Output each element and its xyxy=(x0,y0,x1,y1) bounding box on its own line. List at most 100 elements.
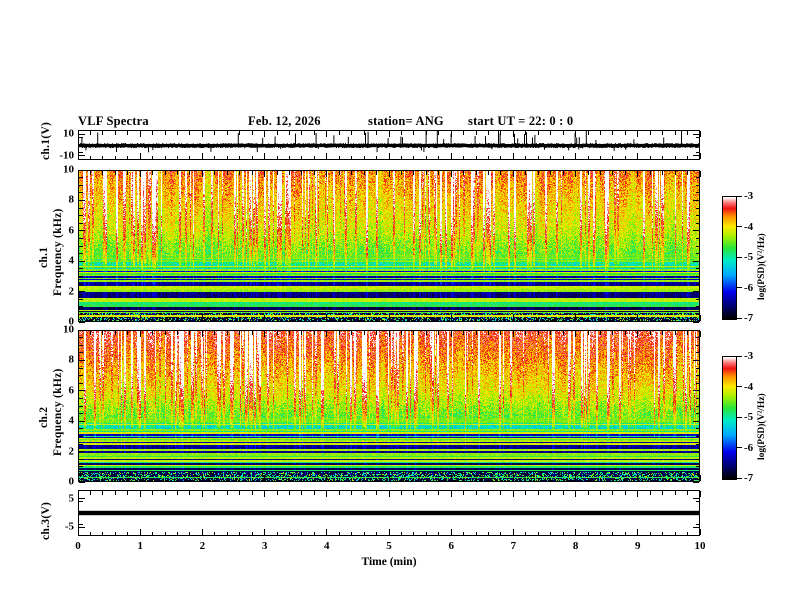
title-main: VLF Spectra xyxy=(78,114,149,128)
x-tick-top xyxy=(388,331,390,337)
y-minor-tick xyxy=(695,337,699,339)
x-tick-top xyxy=(177,171,179,175)
x-tick-top xyxy=(363,491,365,495)
y-minor-tick xyxy=(79,177,83,179)
x-tick-top xyxy=(264,491,266,497)
x-tick-bottom xyxy=(550,531,552,535)
x-tick-top xyxy=(301,131,303,135)
colorbar-tick xyxy=(737,287,742,289)
y-tick xyxy=(79,169,85,171)
x-tick-top xyxy=(226,491,228,495)
y-minor-tick xyxy=(79,344,83,346)
x-tick-bottom xyxy=(388,315,390,321)
x-tick-bottom xyxy=(301,531,303,535)
x-tick-bottom xyxy=(201,153,203,159)
y-minor-tick xyxy=(79,215,83,217)
y-tick xyxy=(693,291,699,293)
y-minor-tick xyxy=(695,352,699,354)
y-minor-tick xyxy=(79,184,83,186)
x-tick-label: 8 xyxy=(572,540,579,552)
y-tick xyxy=(79,260,85,262)
x-tick-bottom xyxy=(152,155,154,159)
x-tick-bottom xyxy=(599,531,601,535)
x-tick-bottom xyxy=(388,153,390,159)
x-tick-top xyxy=(637,331,639,337)
y-tick xyxy=(693,390,699,392)
y-tick xyxy=(693,260,699,262)
x-tick-top xyxy=(177,491,179,495)
y-minor-tick xyxy=(695,501,699,502)
y-tick-label: 10 xyxy=(63,163,74,176)
x-tick-top xyxy=(562,131,564,135)
x-tick-top xyxy=(351,171,353,175)
y-minor-tick xyxy=(79,275,83,277)
x-tick-bottom xyxy=(537,317,539,321)
y-minor-tick xyxy=(79,397,83,399)
x-tick-bottom xyxy=(189,531,191,535)
y-minor-tick xyxy=(79,352,83,354)
x-tick-top xyxy=(152,131,154,135)
x-tick-top xyxy=(699,171,701,177)
x-tick-bottom xyxy=(89,531,91,535)
x-tick-top xyxy=(475,171,477,175)
x-tick-bottom xyxy=(239,317,241,321)
x-tick-top xyxy=(127,331,129,335)
x-tick-top xyxy=(500,171,502,175)
x-tick-top xyxy=(288,171,290,175)
x-tick-bottom xyxy=(326,153,328,159)
x-tick-top xyxy=(413,131,415,135)
x-tick-bottom xyxy=(475,155,477,159)
x-tick-bottom xyxy=(264,153,266,159)
x-tick-bottom xyxy=(649,317,651,321)
x-tick-bottom xyxy=(438,477,440,481)
x-tick-bottom xyxy=(226,531,228,535)
colorbar-tick xyxy=(737,195,742,197)
colorbar-ch1-gradient xyxy=(722,196,737,320)
x-tick-bottom xyxy=(102,477,104,481)
x-tick-bottom xyxy=(351,317,353,321)
x-tick-top xyxy=(500,491,502,495)
y-minor-tick xyxy=(695,306,699,308)
x-tick-top xyxy=(488,131,490,135)
colorbar-tick xyxy=(737,226,742,228)
y-tick xyxy=(693,498,699,500)
x-tick-top xyxy=(413,171,415,175)
y-tick-label: 8 xyxy=(68,353,75,366)
colorbar-tick xyxy=(737,477,742,479)
x-tick-bottom xyxy=(463,317,465,321)
x-tick-top xyxy=(288,131,290,135)
x-tick-bottom xyxy=(326,315,328,321)
x-tick-bottom xyxy=(313,155,315,159)
x-tick-top xyxy=(201,171,203,177)
x-tick-top xyxy=(189,131,191,135)
x-tick-bottom xyxy=(177,531,179,535)
x-tick-top xyxy=(239,131,241,135)
x-tick-top xyxy=(288,331,290,335)
y-minor-tick xyxy=(79,501,83,502)
x-tick-top xyxy=(662,171,664,175)
x-tick-bottom xyxy=(575,529,577,535)
x-tick-top xyxy=(226,171,228,175)
y-minor-tick xyxy=(79,512,83,514)
x-tick-top xyxy=(89,491,91,495)
y-minor-tick xyxy=(79,524,83,525)
x-tick-top xyxy=(575,331,577,337)
y-tick-label: 4 xyxy=(68,254,75,267)
x-tick-top xyxy=(326,331,328,337)
x-tick-bottom xyxy=(363,531,365,535)
x-tick-top xyxy=(425,491,427,495)
x-tick-bottom xyxy=(114,317,116,321)
x-tick-top xyxy=(376,491,378,495)
x-tick-bottom xyxy=(89,155,91,159)
x-tick-bottom xyxy=(512,153,514,159)
x-tick-bottom xyxy=(239,155,241,159)
y-tick xyxy=(693,155,699,157)
x-tick-bottom xyxy=(562,477,564,481)
x-tick-bottom xyxy=(301,155,303,159)
y-tick-label: 2 xyxy=(68,285,75,298)
y-tick xyxy=(79,498,85,500)
y-minor-tick xyxy=(79,152,83,153)
x-tick-bottom xyxy=(575,475,577,481)
x-tick-top xyxy=(77,331,79,337)
x-tick-bottom xyxy=(276,477,278,481)
